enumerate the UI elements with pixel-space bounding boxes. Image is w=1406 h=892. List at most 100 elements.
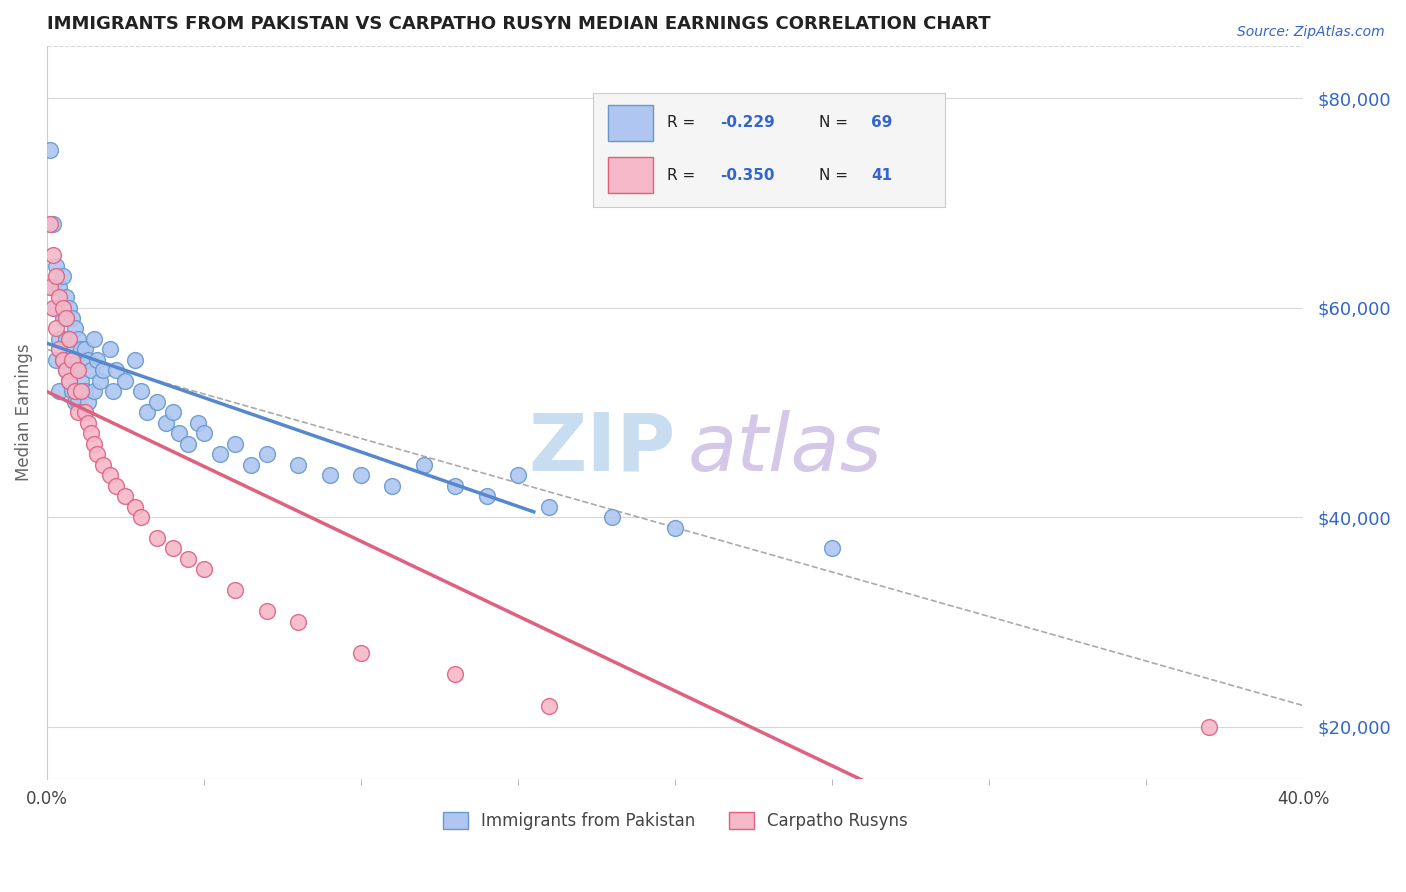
Point bbox=[98, 343, 121, 357]
Point bbox=[89, 374, 111, 388]
Point bbox=[101, 384, 124, 399]
Point bbox=[42, 301, 65, 315]
Point bbox=[318, 468, 340, 483]
Point bbox=[86, 447, 108, 461]
Point bbox=[73, 405, 96, 419]
Point bbox=[538, 500, 561, 514]
Point bbox=[124, 352, 146, 367]
Point bbox=[506, 468, 529, 483]
Point bbox=[55, 363, 77, 377]
Point bbox=[58, 374, 80, 388]
Point bbox=[48, 384, 70, 399]
Point bbox=[821, 541, 844, 556]
Point bbox=[60, 384, 83, 399]
Point bbox=[287, 615, 309, 629]
Point bbox=[70, 384, 93, 399]
Point bbox=[83, 384, 105, 399]
Point bbox=[155, 416, 177, 430]
Text: ZIP: ZIP bbox=[527, 410, 675, 488]
Point bbox=[39, 144, 62, 158]
Point bbox=[45, 321, 67, 335]
Point bbox=[80, 363, 103, 377]
Point bbox=[224, 436, 246, 450]
Point bbox=[104, 363, 127, 377]
Point bbox=[177, 436, 200, 450]
Point bbox=[70, 343, 93, 357]
Point bbox=[42, 279, 65, 293]
Point bbox=[48, 290, 70, 304]
Point bbox=[1198, 720, 1220, 734]
Point bbox=[76, 394, 98, 409]
Point bbox=[60, 311, 83, 326]
Point bbox=[76, 416, 98, 430]
Point bbox=[83, 332, 105, 346]
Point bbox=[73, 384, 96, 399]
Point bbox=[52, 301, 75, 315]
Text: atlas: atlas bbox=[688, 410, 883, 488]
Point bbox=[55, 332, 77, 346]
Point bbox=[256, 604, 278, 618]
Point bbox=[224, 583, 246, 598]
Point bbox=[86, 352, 108, 367]
Point bbox=[58, 332, 80, 346]
Point bbox=[162, 541, 184, 556]
Point bbox=[67, 332, 90, 346]
Point bbox=[93, 363, 115, 377]
Point bbox=[80, 426, 103, 441]
Point bbox=[63, 352, 86, 367]
Point bbox=[60, 352, 83, 367]
Point bbox=[70, 374, 93, 388]
Point bbox=[67, 394, 90, 409]
Point bbox=[136, 405, 159, 419]
Point bbox=[58, 343, 80, 357]
Point bbox=[93, 458, 115, 472]
Point bbox=[48, 332, 70, 346]
Point bbox=[208, 447, 231, 461]
Point bbox=[67, 363, 90, 377]
Point bbox=[146, 394, 169, 409]
Point bbox=[58, 301, 80, 315]
Point bbox=[98, 468, 121, 483]
Point bbox=[256, 447, 278, 461]
Point bbox=[124, 500, 146, 514]
Point bbox=[45, 259, 67, 273]
Point bbox=[114, 374, 136, 388]
Point bbox=[287, 458, 309, 472]
Point bbox=[73, 343, 96, 357]
Point bbox=[538, 698, 561, 713]
Point bbox=[48, 343, 70, 357]
Point bbox=[39, 217, 62, 231]
Point bbox=[63, 394, 86, 409]
Point bbox=[39, 279, 62, 293]
Point bbox=[52, 269, 75, 284]
Point bbox=[55, 363, 77, 377]
Point bbox=[45, 269, 67, 284]
Text: Source: ZipAtlas.com: Source: ZipAtlas.com bbox=[1237, 25, 1385, 39]
Point bbox=[67, 405, 90, 419]
Point bbox=[193, 562, 215, 576]
Point bbox=[52, 311, 75, 326]
Y-axis label: Median Earnings: Median Earnings bbox=[15, 343, 32, 481]
Point bbox=[146, 531, 169, 545]
Legend: Immigrants from Pakistan, Carpatho Rusyns: Immigrants from Pakistan, Carpatho Rusyn… bbox=[436, 805, 914, 837]
Point bbox=[52, 352, 75, 367]
Point bbox=[177, 552, 200, 566]
Point bbox=[83, 436, 105, 450]
Point bbox=[45, 301, 67, 315]
Point bbox=[381, 478, 404, 492]
Point bbox=[475, 489, 498, 503]
Point bbox=[412, 458, 434, 472]
Point bbox=[63, 321, 86, 335]
Point bbox=[129, 384, 152, 399]
Point bbox=[104, 478, 127, 492]
Point bbox=[60, 352, 83, 367]
Point bbox=[114, 489, 136, 503]
Point bbox=[350, 468, 373, 483]
Point bbox=[240, 458, 263, 472]
Point bbox=[187, 416, 209, 430]
Point bbox=[58, 374, 80, 388]
Point bbox=[48, 279, 70, 293]
Point bbox=[167, 426, 190, 441]
Point bbox=[52, 352, 75, 367]
Point bbox=[42, 248, 65, 262]
